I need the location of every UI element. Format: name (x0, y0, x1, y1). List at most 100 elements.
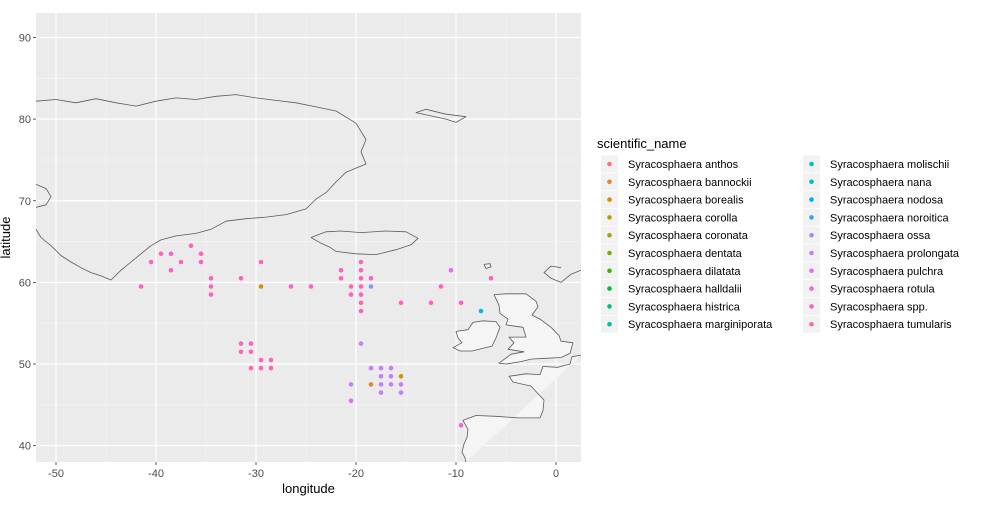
point-syracosphaera-prolongata (348, 382, 354, 387)
x-tick-label: -40 (148, 468, 164, 480)
legend-key-dot (607, 250, 612, 256)
point-syracosphaera-spp (358, 276, 364, 281)
legend-key-dot (809, 321, 814, 327)
legend-key-dot (607, 321, 612, 327)
point-syracosphaera-prolongata (378, 365, 384, 371)
point-syracosphaera-spp (358, 284, 364, 289)
y-axis-title: latitude (0, 217, 13, 259)
point-syracosphaera-prolongata (388, 365, 394, 371)
panel-background (36, 13, 581, 462)
legend-entry-label: Syracosphaera noroitica (830, 212, 950, 224)
legend-entry-label: Syracosphaera dilatata (628, 266, 741, 278)
point-syracosphaera-bannockii (368, 382, 374, 387)
point-syracosphaera-prolongata (398, 382, 404, 387)
point-syracosphaera-spp (248, 341, 254, 346)
point-syracosphaera-spp (358, 292, 364, 297)
point-syracosphaera-prolongata (398, 390, 404, 395)
legend-key-dot (809, 179, 814, 185)
point-syracosphaera-spp (358, 267, 364, 273)
point-syracosphaera-spp (178, 259, 184, 265)
legend-entry-label: Syracosphaera prolongata (830, 248, 960, 260)
x-tick-label: -50 (48, 468, 64, 480)
point-syracosphaera-spp (358, 308, 364, 314)
point-syracosphaera-spp (198, 251, 204, 257)
legend-entry-label: Syracosphaera rotula (830, 284, 935, 296)
point-syracosphaera-spp (198, 259, 204, 265)
point-syracosphaera-spp (248, 365, 254, 371)
point-syracosphaera-prolongata (388, 382, 394, 387)
point-syracosphaera-pulchra (448, 267, 454, 273)
point-syracosphaera-spp (258, 357, 264, 363)
legend-key-dot (607, 215, 612, 220)
point-syracosphaera-spp (458, 300, 464, 306)
axes: -50 -40 -30 -20 -10 0 40 50 60 70 80 90 (19, 32, 559, 480)
legend-entry-label: Syracosphaera bannockii (628, 177, 752, 189)
legend-key-dot (809, 161, 814, 167)
legend-key-dot (809, 215, 814, 220)
legend-entry-label: Syracosphaera marginiporata (628, 319, 773, 331)
plot-panel (36, 13, 581, 462)
point-syracosphaera-spp (358, 259, 364, 265)
legend-entry-label: Syracosphaera borealis (628, 195, 744, 207)
point-syracosphaera-spp (338, 267, 344, 273)
point-syracosphaera-spp (268, 365, 274, 371)
point-syracosphaera-prolongata (388, 374, 394, 379)
legend-key-dot (607, 304, 612, 309)
legend-entry-label: Syracosphaera halldalii (628, 284, 742, 296)
x-tick-label: -20 (348, 468, 364, 480)
legend-key-dot (809, 286, 814, 291)
legend-entry-label: Syracosphaera nana (830, 177, 932, 189)
y-tick-label: 70 (19, 196, 31, 208)
legend-entry-label: Syracosphaera spp. (830, 301, 928, 313)
x-tick-label: -10 (448, 468, 464, 480)
point-syracosphaera-spp (288, 284, 294, 289)
point-syracosphaera-spp (268, 357, 274, 363)
point-syracosphaera-spp (258, 259, 264, 265)
point-syracosphaera-spp (428, 300, 434, 306)
point-syracosphaera-spp (358, 300, 364, 306)
y-tick-label: 40 (19, 441, 31, 453)
point-syracosphaera-spp (208, 284, 214, 289)
greenland-west-coast (35, 184, 52, 208)
point-syracosphaera-spp (488, 276, 494, 281)
point-syracosphaera-spp (238, 276, 244, 281)
legend-entry-label: Syracosphaera ossa (830, 230, 931, 242)
point-syracosphaera-spp (168, 251, 174, 257)
legend-entry-label: Syracosphaera nodosa (830, 195, 944, 207)
point-syracosphaera-borealis (398, 374, 404, 379)
point-syracosphaera-spp (238, 349, 244, 355)
point-syracosphaera-prolongata (378, 390, 384, 395)
legend-entry-label: Syracosphaera anthos (628, 159, 739, 171)
legend-entry-label: Syracosphaera molischii (830, 159, 949, 171)
legend-key-dot (607, 268, 612, 274)
point-syracosphaera-nana (478, 308, 484, 314)
point-syracosphaera-prolongata (358, 341, 364, 346)
legend-entry-label: Syracosphaera dentata (628, 248, 743, 260)
legend-entry-label: Syracosphaera histrica (628, 301, 741, 313)
point-syracosphaera-ossa (368, 284, 374, 289)
point-syracosphaera-spp (248, 349, 254, 355)
legend-key-dot (607, 197, 612, 202)
legend: scientific_name Syracosphaera anthos Syra… (597, 136, 960, 333)
data-points (138, 243, 494, 428)
legend-title: scientific_name (597, 136, 687, 151)
iceland-coast (310, 230, 419, 255)
faroe-coast (483, 263, 492, 269)
point-syracosphaera-prolongata (368, 365, 374, 371)
y-tick-label: 60 (19, 277, 31, 289)
point-syracosphaera-spp (208, 276, 214, 281)
point-syracosphaera-spp (348, 292, 354, 297)
point-syracosphaera-spp (348, 284, 354, 289)
legend-entry-label: Syracosphaera coronata (628, 230, 749, 242)
point-syracosphaera-spp (148, 259, 154, 265)
ireland-coast (452, 320, 501, 352)
point-syracosphaera-spp (208, 292, 214, 297)
point-syracosphaera-spp (158, 251, 164, 257)
shetland-coast (543, 265, 582, 283)
legend-entry-label: Syracosphaera corolla (628, 212, 738, 224)
legend-key-dot (607, 286, 612, 291)
point-syracosphaera-rotula (458, 423, 464, 428)
point-syracosphaera-spp (138, 284, 144, 289)
point-syracosphaera-spp (168, 267, 174, 273)
